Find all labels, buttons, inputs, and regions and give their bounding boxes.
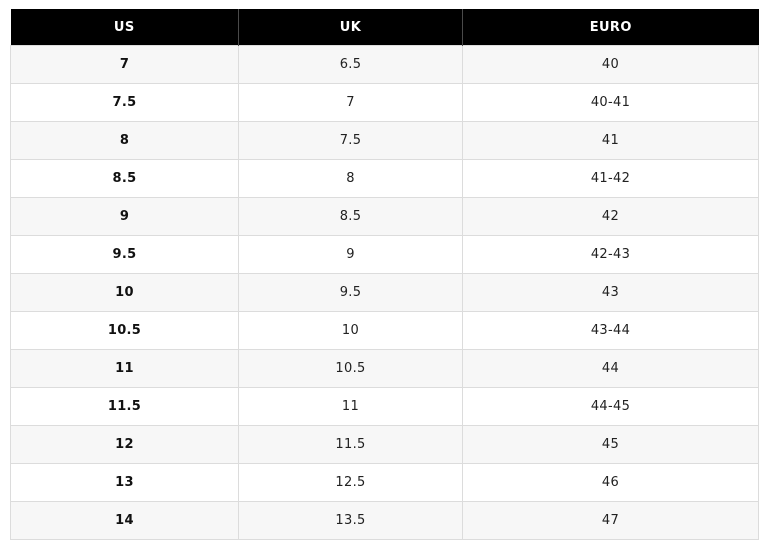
table-row: 11.5 11 44-45	[10, 387, 759, 426]
uk-size-cell: 6.5	[238, 45, 463, 84]
euro-size-cell: 43-44	[462, 311, 759, 350]
euro-size-cell: 40	[462, 45, 759, 84]
us-size-cell: 7.5	[10, 83, 239, 122]
table-row: 11 10.5 44	[10, 349, 759, 388]
us-size-cell: 12	[10, 425, 239, 464]
table-row: 7 6.5 40	[10, 45, 759, 84]
uk-size-cell: 11	[238, 387, 463, 426]
us-size-cell: 11.5	[10, 387, 239, 426]
table-row: 13 12.5 46	[10, 463, 759, 502]
uk-size-cell: 10	[238, 311, 463, 350]
euro-size-cell: 44	[462, 349, 759, 388]
table-body: 7 6.5 40 7.5 7 40-41 8 7.5 41 8.5 8 41-4…	[10, 45, 759, 540]
uk-size-cell: 9.5	[238, 273, 463, 312]
table-header: US UK EURO	[10, 9, 759, 46]
column-header-uk: UK	[238, 9, 463, 46]
euro-size-cell: 40-41	[462, 83, 759, 122]
header-row: US UK EURO	[10, 9, 759, 46]
us-size-cell: 9.5	[10, 235, 239, 274]
table-row: 14 13.5 47	[10, 501, 759, 540]
table-row: 10.5 10 43-44	[10, 311, 759, 350]
us-size-cell: 7	[10, 45, 239, 84]
table-row: 9.5 9 42-43	[10, 235, 759, 274]
us-size-cell: 10.5	[10, 311, 239, 350]
us-size-cell: 8.5	[10, 159, 239, 198]
euro-size-cell: 41-42	[462, 159, 759, 198]
size-conversion-table: US UK EURO 7 6.5 40 7.5 7 40-41 8 7.5 41…	[10, 9, 759, 540]
column-header-us: US	[10, 9, 239, 46]
euro-size-cell: 44-45	[462, 387, 759, 426]
euro-size-cell: 43	[462, 273, 759, 312]
uk-size-cell: 8	[238, 159, 463, 198]
column-header-euro: EURO	[462, 9, 759, 46]
us-size-cell: 11	[10, 349, 239, 388]
table-row: 8 7.5 41	[10, 121, 759, 160]
us-size-cell: 14	[10, 501, 239, 540]
uk-size-cell: 9	[238, 235, 463, 274]
uk-size-cell: 11.5	[238, 425, 463, 464]
us-size-cell: 10	[10, 273, 239, 312]
euro-size-cell: 46	[462, 463, 759, 502]
euro-size-cell: 42-43	[462, 235, 759, 274]
table-row: 7.5 7 40-41	[10, 83, 759, 122]
uk-size-cell: 7.5	[238, 121, 463, 160]
uk-size-cell: 10.5	[238, 349, 463, 388]
us-size-cell: 9	[10, 197, 239, 236]
euro-size-cell: 42	[462, 197, 759, 236]
table-row: 12 11.5 45	[10, 425, 759, 464]
uk-size-cell: 13.5	[238, 501, 463, 540]
euro-size-cell: 47	[462, 501, 759, 540]
uk-size-cell: 12.5	[238, 463, 463, 502]
euro-size-cell: 41	[462, 121, 759, 160]
table-row: 9 8.5 42	[10, 197, 759, 236]
table-row: 10 9.5 43	[10, 273, 759, 312]
uk-size-cell: 7	[238, 83, 463, 122]
us-size-cell: 13	[10, 463, 239, 502]
us-size-cell: 8	[10, 121, 239, 160]
uk-size-cell: 8.5	[238, 197, 463, 236]
table-row: 8.5 8 41-42	[10, 159, 759, 198]
euro-size-cell: 45	[462, 425, 759, 464]
